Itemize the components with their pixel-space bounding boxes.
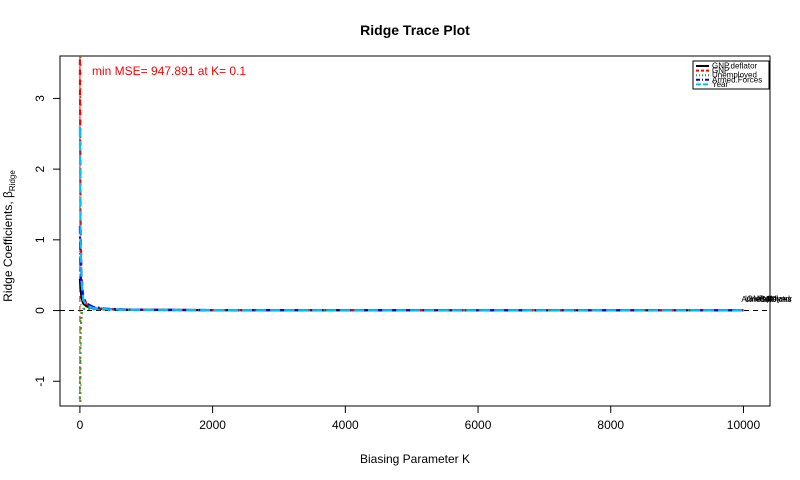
series-line-year bbox=[78, 126, 744, 312]
series-line-unemployed bbox=[78, 307, 744, 399]
y-tick-label: 1 bbox=[33, 236, 47, 243]
plot-area: 0 2000 4000 6000 8000 10000 -1 0 1 2 3 GNP.deflator… bbox=[33, 55, 793, 432]
y-tick-label: -1 bbox=[33, 376, 47, 387]
legend-label-armed-forces: Armed.Forces bbox=[712, 75, 762, 84]
end-label-unemployed: Unemployed bbox=[745, 294, 790, 303]
chart-title: Ridge Trace Plot bbox=[360, 22, 470, 38]
legend-label-year: Year bbox=[712, 80, 729, 89]
series-line-gnp-deflator bbox=[78, 278, 744, 312]
y-tick-label: 3 bbox=[33, 95, 47, 102]
y-tick-label: 0 bbox=[33, 307, 47, 314]
legend-label-gnp: GNP bbox=[712, 66, 729, 75]
end-label-year: Year bbox=[757, 294, 774, 303]
legend-label-gnp-deflator: GNP.deflator bbox=[712, 62, 758, 71]
series-line-gnp bbox=[78, 59, 744, 312]
x-tick-label: 2000 bbox=[199, 418, 226, 432]
end-label-armed-forces: Armed.Forces bbox=[741, 295, 791, 304]
min-mse-annotation: min MSE= 947.891 at K= 0.1 bbox=[92, 64, 246, 78]
y-tick-label: 2 bbox=[33, 165, 47, 172]
legend-label-unemployed: Unemployed bbox=[712, 71, 757, 80]
end-label-gnp: GNP bbox=[760, 295, 777, 304]
x-tick-label: 0 bbox=[77, 418, 84, 432]
y-axis-label: Ridge Coefficients, βRidge bbox=[1, 170, 17, 302]
x-tick-label: 6000 bbox=[465, 418, 492, 432]
x-axis-label: Biasing Parameter K bbox=[360, 452, 470, 466]
x-tick-label: 10000 bbox=[727, 418, 761, 432]
y-axis-label-sub: Ridge bbox=[8, 170, 17, 191]
y-axis-label-main: Ridge Coefficients, bbox=[1, 198, 15, 302]
x-tick-label: 8000 bbox=[597, 418, 624, 432]
x-tick-label: 4000 bbox=[332, 418, 359, 432]
end-label-gnp-deflator: GNP.deflator bbox=[747, 294, 793, 303]
series-line-armed-forces bbox=[78, 225, 744, 312]
y-axis-label-beta: β bbox=[1, 191, 15, 198]
plot-frame bbox=[59, 55, 771, 407]
